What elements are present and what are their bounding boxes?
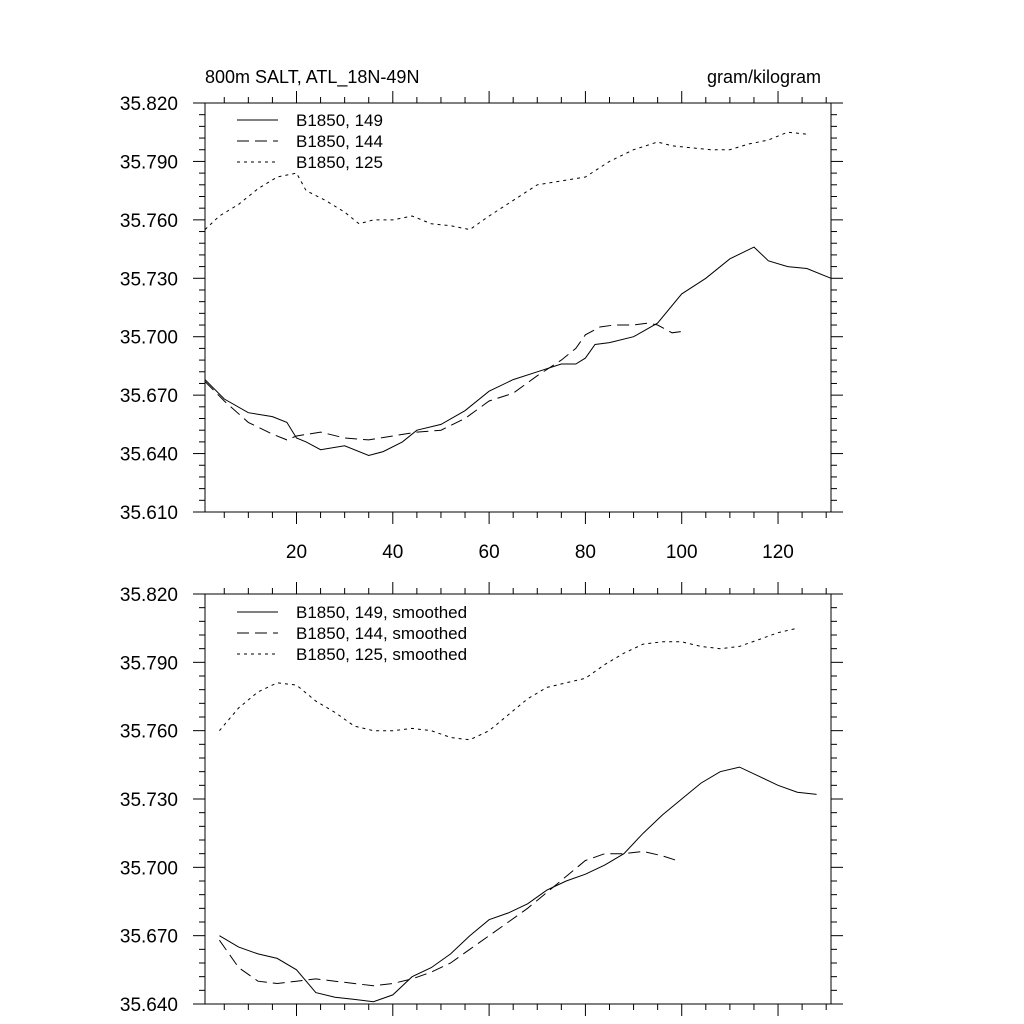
units-label: gram/kilogram — [707, 67, 821, 87]
y-tick-label: 35.790 — [120, 152, 178, 173]
series-line-dotted — [204, 131, 807, 231]
y-tick-label: 35.820 — [120, 585, 178, 606]
x-tick-label: 120 — [762, 542, 794, 563]
x-tick-label: 40 — [382, 542, 403, 563]
legend-label: B1850, 125, smoothed — [296, 645, 467, 664]
x-tick-label: 80 — [575, 542, 596, 563]
series-line-dotted — [219, 627, 798, 741]
y-tick-label: 35.760 — [120, 722, 178, 743]
y-tick-label: 35.610 — [120, 503, 178, 524]
y-tick-label: 35.700 — [120, 328, 178, 349]
y-tick-label: 35.700 — [120, 858, 178, 879]
y-tick-label: 35.820 — [120, 94, 178, 115]
y-tick-label: 35.640 — [120, 445, 178, 466]
legend-label: B1850, 125 — [296, 153, 383, 172]
y-tick-label: 35.640 — [120, 995, 178, 1016]
y-tick-label: 35.790 — [120, 653, 178, 674]
y-tick-label: 35.730 — [120, 269, 178, 290]
legend-label: B1850, 149, smoothed — [296, 603, 467, 622]
top-panel: 35.610 35.640 35.670 35.700 35.730 35.760 35.7… — [120, 67, 843, 563]
x-tick-label: 100 — [666, 542, 698, 563]
legend-label: B1850, 144, smoothed — [296, 624, 467, 643]
chart-title: 800m SALT, ATL_18N-49N — [205, 67, 419, 88]
series-line-dashed — [218, 850, 678, 987]
series-line-solid — [204, 246, 832, 457]
legend-label: B1850, 144 — [296, 132, 383, 151]
x-tick-label: 60 — [479, 542, 500, 563]
x-tick-label: 20 — [286, 542, 307, 563]
y-tick-label: 35.760 — [120, 211, 178, 232]
bottom-panel: 35.640 35.670 35.700 35.730 35.760 35.790 35.8… — [120, 582, 843, 1016]
plot-frame — [204, 102, 832, 513]
legend-label: B1850, 149 — [296, 111, 383, 130]
y-tick-label: 35.730 — [120, 790, 178, 811]
y-tick-label: 35.670 — [120, 386, 178, 407]
y-tick-label: 35.670 — [120, 927, 178, 948]
series-line-dashed — [204, 322, 687, 441]
series-line-solid — [219, 766, 817, 1003]
